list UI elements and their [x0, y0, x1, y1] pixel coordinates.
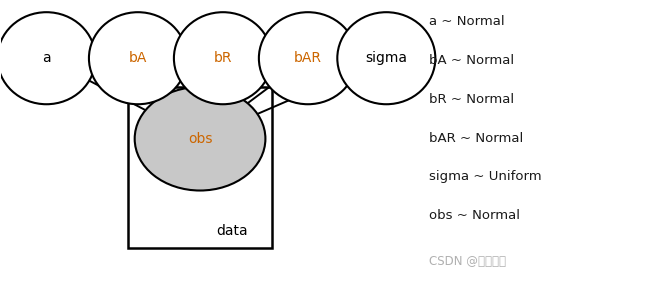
- Ellipse shape: [174, 12, 272, 104]
- Text: bAR ~ Normal: bAR ~ Normal: [429, 131, 523, 144]
- Text: bAR: bAR: [294, 51, 322, 65]
- Ellipse shape: [337, 12, 436, 104]
- Ellipse shape: [259, 12, 357, 104]
- Text: obs ~ Normal: obs ~ Normal: [429, 209, 520, 222]
- Text: a ~ Normal: a ~ Normal: [429, 15, 504, 28]
- Text: bR: bR: [214, 51, 232, 65]
- Text: data: data: [216, 224, 248, 238]
- Text: CSDN @无水先生: CSDN @无水先生: [429, 255, 506, 268]
- Text: obs: obs: [188, 132, 212, 146]
- Text: bA ~ Normal: bA ~ Normal: [429, 54, 514, 67]
- Ellipse shape: [0, 12, 96, 104]
- Text: bR ~ Normal: bR ~ Normal: [429, 93, 514, 106]
- Bar: [128, 87, 272, 248]
- Ellipse shape: [135, 87, 265, 190]
- Text: sigma ~ Uniform: sigma ~ Uniform: [429, 171, 542, 184]
- Text: bA: bA: [129, 51, 147, 65]
- Text: a: a: [42, 51, 50, 65]
- Ellipse shape: [89, 12, 187, 104]
- Text: sigma: sigma: [365, 51, 407, 65]
